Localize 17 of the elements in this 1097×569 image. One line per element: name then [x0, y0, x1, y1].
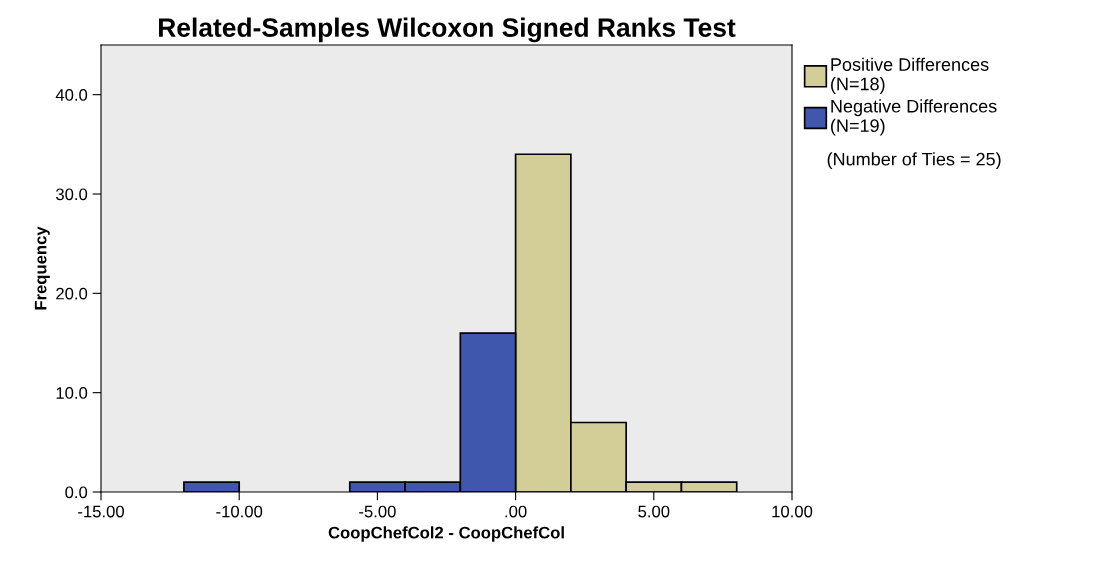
x-axis-title: CoopChefCol2 - CoopChefCol — [328, 526, 564, 542]
y-axis-title: Frequency — [34, 226, 50, 310]
y-tick-label: 20.0 — [56, 287, 88, 300]
x-tick-label: 5.00 — [638, 505, 670, 518]
y-tick-label: 0.0 — [65, 486, 88, 499]
x-tick-label: -5.00 — [359, 505, 396, 518]
x-tick-label: 10.00 — [772, 505, 813, 518]
x-tick-label: -15.00 — [78, 505, 124, 518]
x-tick-label: -10.00 — [216, 505, 263, 518]
y-tick-label: 30.0 — [56, 188, 88, 201]
legend-label: Negative Differences (N=19) — [831, 99, 997, 136]
y-tick-label: 40.0 — [55, 89, 88, 101]
x-tick-label: .00 — [505, 505, 527, 518]
y-tick-label: 10.0 — [56, 387, 88, 399]
legend-label: Positive Differences (N=18) — [831, 57, 989, 94]
text: (Number of Ties = 25) — [827, 152, 1001, 170]
chart-title: Related-Samples Wilcoxon Signed Ranks Test — [159, 17, 736, 43]
